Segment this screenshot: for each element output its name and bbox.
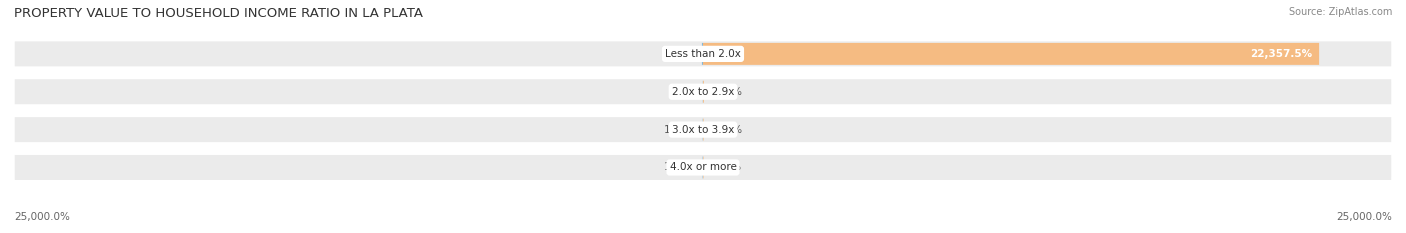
Text: Source: ZipAtlas.com: Source: ZipAtlas.com (1288, 7, 1392, 17)
FancyBboxPatch shape (14, 155, 1392, 180)
FancyBboxPatch shape (14, 79, 1392, 104)
Text: 39.5%: 39.5% (664, 49, 696, 59)
Text: 25,000.0%: 25,000.0% (1336, 212, 1392, 222)
Text: 14.9%: 14.9% (664, 162, 697, 172)
FancyBboxPatch shape (14, 117, 1392, 142)
Text: 19.5%: 19.5% (709, 162, 742, 172)
Text: PROPERTY VALUE TO HOUSEHOLD INCOME RATIO IN LA PLATA: PROPERTY VALUE TO HOUSEHOLD INCOME RATIO… (14, 7, 423, 20)
Text: 8.2%: 8.2% (671, 87, 697, 97)
Text: 4.0x or more: 4.0x or more (669, 162, 737, 172)
Text: 21.9%: 21.9% (709, 125, 742, 135)
FancyBboxPatch shape (703, 43, 1319, 65)
Text: 3.0x to 3.9x: 3.0x to 3.9x (672, 125, 734, 135)
Text: 11.9%: 11.9% (664, 125, 697, 135)
Text: 30.8%: 30.8% (710, 87, 742, 97)
Text: 2.0x to 2.9x: 2.0x to 2.9x (672, 87, 734, 97)
Text: 22,357.5%: 22,357.5% (1250, 49, 1312, 59)
Text: Less than 2.0x: Less than 2.0x (665, 49, 741, 59)
FancyBboxPatch shape (14, 41, 1392, 66)
Text: 25,000.0%: 25,000.0% (14, 212, 70, 222)
